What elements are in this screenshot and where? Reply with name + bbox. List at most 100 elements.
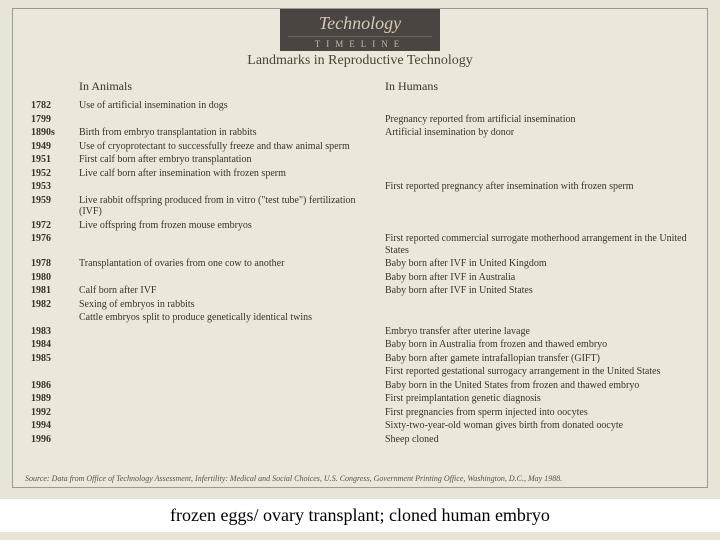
timeline-row: 1782Use of artificial insemination in do…	[31, 100, 689, 112]
animals-cell	[79, 233, 377, 256]
badge-subtitle: TIMELINE	[288, 36, 432, 49]
animals-cell: Transplantation of ovaries from one cow …	[79, 258, 377, 270]
timeline-row: 1978Transplantation of ovaries from one …	[31, 258, 689, 270]
humans-cell: Sixty-two-year-old woman gives birth fro…	[377, 420, 689, 432]
year-cell: 1982	[31, 299, 79, 311]
animals-cell	[79, 114, 377, 126]
animals-cell	[79, 434, 377, 446]
year-cell: 1976	[31, 233, 79, 256]
year-cell: 1890s	[31, 127, 79, 139]
animals-cell: Birth from embryo transplantation in rab…	[79, 127, 377, 139]
year-cell: 1984	[31, 339, 79, 351]
year-cell: 1996	[31, 434, 79, 446]
timeline-row: 1972Live offspring from frozen mouse emb…	[31, 220, 689, 232]
animals-cell: Cattle embryos split to produce genetica…	[79, 312, 377, 324]
animals-cell	[79, 272, 377, 284]
timeline-row: 1951First calf born after embryo transpl…	[31, 154, 689, 166]
year-cell: 1981	[31, 285, 79, 297]
animals-cell	[79, 353, 377, 365]
humans-cell	[377, 141, 689, 153]
animals-cell	[79, 420, 377, 432]
humans-cell: Artificial insemination by donor	[377, 127, 689, 139]
source-line: Source: Data from Office of Technology A…	[25, 474, 695, 483]
timeline-rows: 1782Use of artificial insemination in do…	[13, 100, 707, 445]
humans-cell	[377, 312, 689, 324]
year-cell: 1980	[31, 272, 79, 284]
year-cell: 1959	[31, 195, 79, 218]
year-cell: 1951	[31, 154, 79, 166]
timeline-row: Cattle embryos split to produce genetica…	[31, 312, 689, 324]
humans-cell	[377, 195, 689, 218]
badge-title: Technology	[288, 13, 432, 34]
year-cell	[31, 366, 79, 378]
timeline-row: 1986 Baby born in the United States from …	[31, 380, 689, 392]
animals-cell: Live offspring from frozen mouse embryos	[79, 220, 377, 232]
animals-cell: Use of cryoprotectant to successfully fr…	[79, 141, 377, 153]
humans-cell: Embryo transfer after uterine lavage	[377, 326, 689, 338]
timeline-row: 1989First preimplantation genetic diagno…	[31, 393, 689, 405]
animals-cell	[79, 393, 377, 405]
timeline-row: 1984 Baby born in Australia from frozen a…	[31, 339, 689, 351]
humans-cell: First reported pregnancy after inseminat…	[377, 181, 689, 193]
timeline-row: 1980 Baby born after IVF in Australia	[31, 272, 689, 284]
humans-cell: Pregnancy reported from artificial insem…	[377, 114, 689, 126]
year-cell: 1978	[31, 258, 79, 270]
column-headers: In Animals In Humans	[13, 79, 707, 100]
humans-cell: Sheep cloned	[377, 434, 689, 446]
year-cell: 1949	[31, 141, 79, 153]
timeline-row: 1983 Embryo transfer after uterine lavage	[31, 326, 689, 338]
animals-cell: Sexing of embryos in rabbits	[79, 299, 377, 311]
animals-cell: Calf born after IVF	[79, 285, 377, 297]
document-box: Technology TIMELINE Landmarks in Reprodu…	[12, 8, 708, 488]
timeline-row: 1953First reported pregnancy after insem…	[31, 181, 689, 193]
year-cell: 1986	[31, 380, 79, 392]
animals-cell: Use of artificial insemination in dogs	[79, 100, 377, 112]
humans-cell: Baby born after IVF in United States	[377, 285, 689, 297]
col-head-animals: In Animals	[79, 79, 377, 94]
year-cell: 1983	[31, 326, 79, 338]
timeline-row: 1976 First reported commercial surrogate …	[31, 233, 689, 256]
animals-cell: First calf born after embryo transplanta…	[79, 154, 377, 166]
humans-cell: Baby born after IVF in Australia	[377, 272, 689, 284]
animals-cell: Live calf born after insemination with f…	[79, 168, 377, 180]
animals-cell	[79, 380, 377, 392]
humans-cell: Baby born in Australia from frozen and t…	[377, 339, 689, 351]
humans-cell	[377, 299, 689, 311]
humans-cell	[377, 100, 689, 112]
humans-cell: First pregnancies from sperm injected in…	[377, 407, 689, 419]
year-cell: 1799	[31, 114, 79, 126]
timeline-row: 1959Live rabbit offspring produced from …	[31, 195, 689, 218]
humans-cell: Baby born after gamete intrafallopian tr…	[377, 353, 689, 365]
year-cell: 1972	[31, 220, 79, 232]
slide-caption: frozen eggs/ ovary transplant; cloned hu…	[0, 499, 720, 532]
humans-cell	[377, 220, 689, 232]
animals-cell	[79, 181, 377, 193]
animals-cell	[79, 366, 377, 378]
year-cell: 1952	[31, 168, 79, 180]
page-title: Landmarks in Reproductive Technology	[13, 53, 707, 69]
animals-cell	[79, 326, 377, 338]
humans-cell	[377, 168, 689, 180]
animals-cell	[79, 339, 377, 351]
timeline-row: 1799 Pregnancy reported from artificial i…	[31, 114, 689, 126]
year-cell: 1782	[31, 100, 79, 112]
header-badge: Technology TIMELINE	[280, 9, 440, 51]
humans-cell: First reported commercial surrogate moth…	[377, 233, 689, 256]
timeline-row: 1982Sexing of embryos in rabbits	[31, 299, 689, 311]
animals-cell: Live rabbit offspring produced from in v…	[79, 195, 377, 218]
year-cell: 1992	[31, 407, 79, 419]
timeline-row: First reported gestational surrogacy arr…	[31, 366, 689, 378]
page: Technology TIMELINE Landmarks in Reprodu…	[0, 0, 720, 540]
timeline-row: 1994 Sixty-two-year-old woman gives birth…	[31, 420, 689, 432]
humans-cell: First preimplantation genetic diagnosis	[377, 393, 689, 405]
humans-cell: Baby born after IVF in United Kingdom	[377, 258, 689, 270]
timeline-row: 1949Use of cryoprotectant to successfull…	[31, 141, 689, 153]
timeline-row: 1992 First pregnancies from sperm injecte…	[31, 407, 689, 419]
timeline-row: 1996 Sheep cloned	[31, 434, 689, 446]
year-cell: 1994	[31, 420, 79, 432]
timeline-row: 1952Live calf born after insemination wi…	[31, 168, 689, 180]
animals-cell	[79, 407, 377, 419]
humans-cell: Baby born in the United States from froz…	[377, 380, 689, 392]
col-head-humans: In Humans	[377, 79, 689, 94]
timeline-row: 1981Calf born after IVFBaby born after I…	[31, 285, 689, 297]
